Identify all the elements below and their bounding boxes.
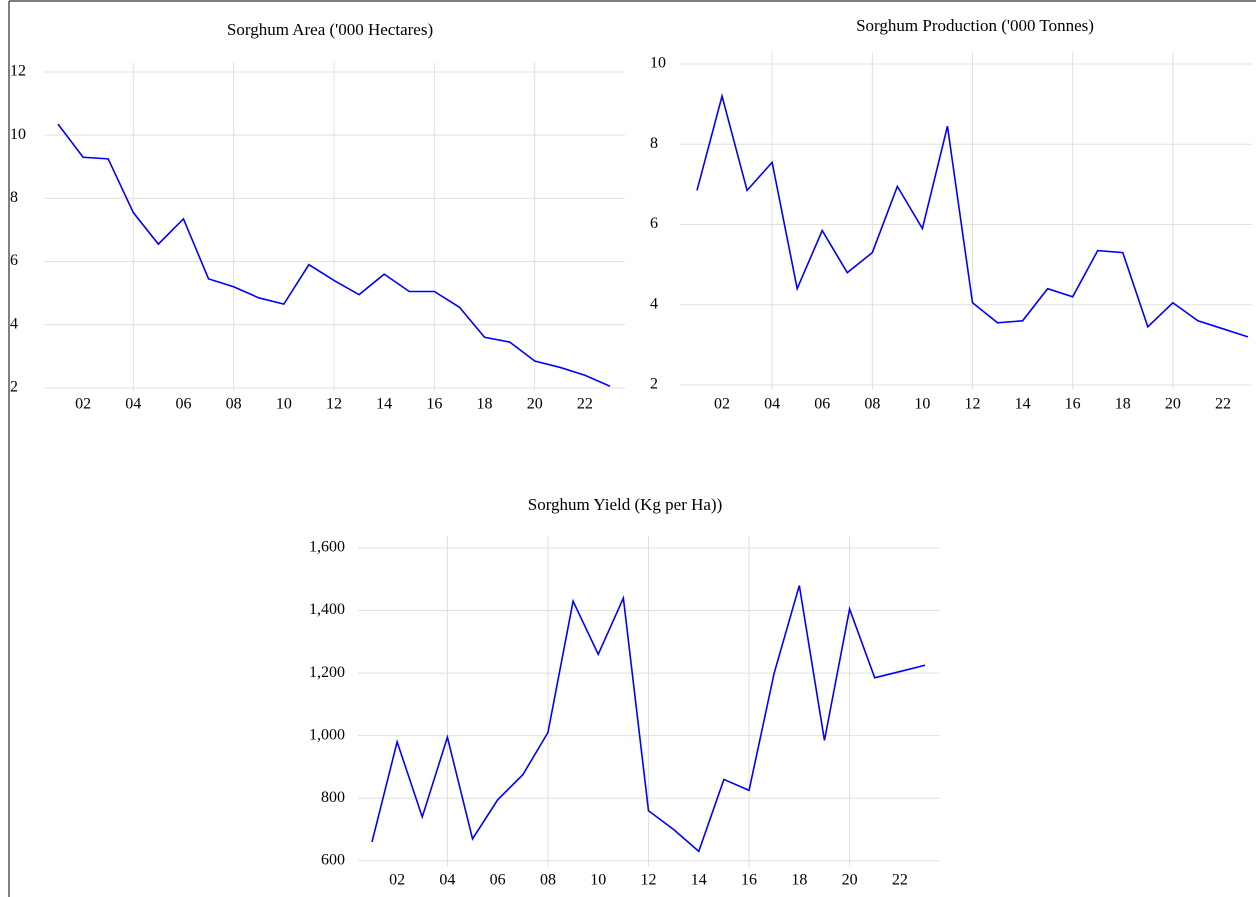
y-tick-label: 10 bbox=[650, 55, 666, 72]
chart-title: Sorghum Yield (Kg per Ha)) bbox=[528, 495, 723, 514]
x-tick-label: 06 bbox=[490, 872, 506, 889]
x-tick-label: 08 bbox=[226, 396, 242, 413]
x-tick-label: 08 bbox=[540, 872, 556, 889]
data-line bbox=[696, 93, 1249, 338]
y-tick-label: 4 bbox=[10, 315, 18, 332]
x-tick-label: 20 bbox=[527, 396, 543, 413]
y-tick-label: 1,200 bbox=[309, 664, 345, 681]
x-tick-label: 04 bbox=[125, 396, 141, 413]
x-tick-label: 16 bbox=[741, 872, 757, 889]
x-tick-label: 18 bbox=[477, 396, 493, 413]
y-tick-label: 800 bbox=[321, 789, 345, 806]
x-tick-label: 12 bbox=[965, 396, 981, 413]
x-tick-label: 18 bbox=[1115, 396, 1131, 413]
y-tick-label: 2 bbox=[650, 376, 658, 393]
x-tick-label: 12 bbox=[641, 872, 657, 889]
x-tick-label: 16 bbox=[426, 396, 442, 413]
x-tick-label: 20 bbox=[842, 872, 858, 889]
y-tick-label: 600 bbox=[321, 851, 345, 868]
data-line bbox=[57, 123, 611, 387]
y-tick-label: 8 bbox=[10, 189, 18, 206]
y-tick-label: 12 bbox=[10, 63, 26, 80]
y-tick-label: 4 bbox=[650, 295, 658, 312]
x-tick-label: 20 bbox=[1165, 396, 1181, 413]
x-tick-label: 14 bbox=[691, 872, 707, 889]
y-tick-label: 10 bbox=[10, 126, 26, 143]
x-tick-label: 04 bbox=[439, 872, 455, 889]
x-tick-label: 14 bbox=[376, 396, 392, 413]
x-tick-label: 10 bbox=[590, 872, 606, 889]
x-tick-label: 22 bbox=[1215, 396, 1231, 413]
x-tick-label: 22 bbox=[892, 872, 908, 889]
x-tick-label: 14 bbox=[1015, 396, 1031, 413]
chart-title: Sorghum Production ('000 Tonnes) bbox=[856, 16, 1094, 35]
x-tick-label: 02 bbox=[714, 396, 730, 413]
y-tick-label: 6 bbox=[650, 215, 658, 232]
x-tick-label: 10 bbox=[276, 396, 292, 413]
y-tick-label: 1,600 bbox=[309, 539, 345, 556]
x-tick-label: 02 bbox=[75, 396, 91, 413]
y-tick-label: 1,000 bbox=[309, 726, 345, 743]
x-tick-label: 16 bbox=[1065, 396, 1081, 413]
data-line bbox=[371, 585, 926, 853]
chart-title: Sorghum Area ('000 Hectares) bbox=[227, 20, 433, 39]
y-tick-label: 6 bbox=[10, 252, 18, 269]
x-tick-label: 10 bbox=[914, 396, 930, 413]
y-tick-label: 8 bbox=[650, 135, 658, 152]
x-tick-label: 06 bbox=[814, 396, 830, 413]
x-tick-label: 18 bbox=[791, 872, 807, 889]
x-tick-label: 08 bbox=[864, 396, 880, 413]
x-tick-label: 06 bbox=[175, 396, 191, 413]
x-tick-label: 02 bbox=[389, 872, 405, 889]
y-tick-label: 2 bbox=[10, 379, 18, 396]
y-tick-label: 1,400 bbox=[309, 601, 345, 618]
x-tick-label: 04 bbox=[764, 396, 780, 413]
x-tick-label: 12 bbox=[326, 396, 342, 413]
x-tick-label: 22 bbox=[577, 396, 593, 413]
